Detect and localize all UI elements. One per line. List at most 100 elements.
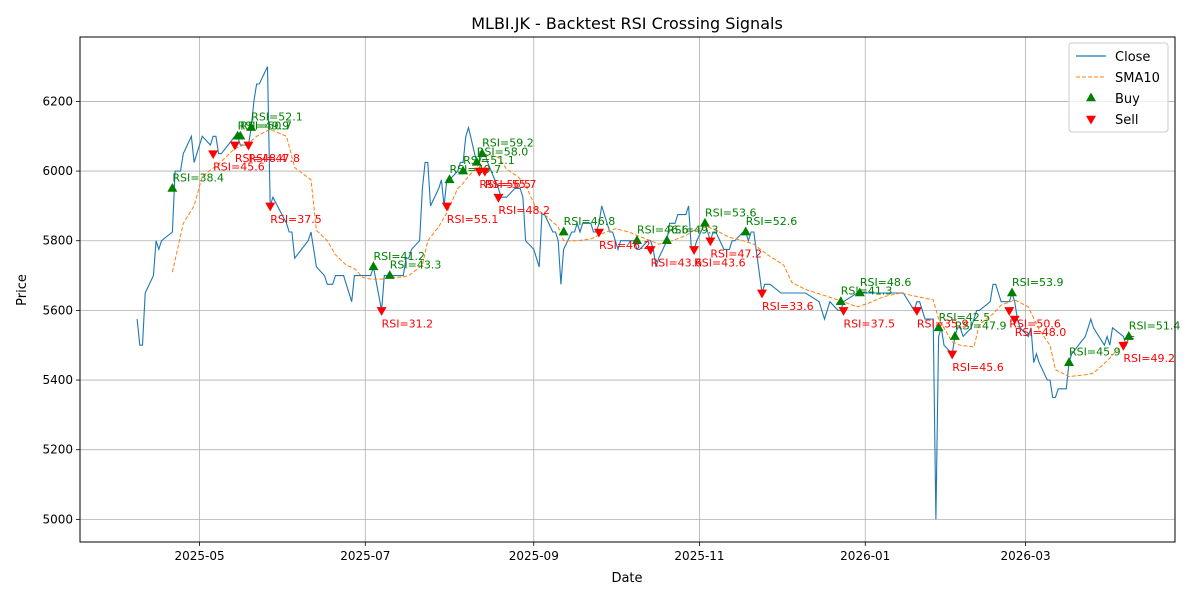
sell-marker (911, 307, 922, 316)
sell-marker (493, 193, 504, 203)
buy-label: RSI=58.0 (477, 145, 529, 158)
buy-label: RSI=53.6 (705, 206, 757, 219)
sell-label: RSI=45.6 (952, 361, 1004, 374)
chart-title: MLBI.JK - Backtest RSI Crossing Signals (471, 14, 783, 33)
legend-swatch-buy (1086, 92, 1096, 102)
buy-label: RSI=46.8 (564, 215, 616, 228)
sell-label: RSI=33.6 (762, 300, 814, 313)
buy-marker (1123, 331, 1134, 340)
legend: Close SMA10 Buy Sell (1068, 42, 1169, 133)
sell-label: RSI=46.2 (599, 239, 651, 252)
buy-marker (1064, 357, 1075, 366)
sell-label: RSI=48.0 (1015, 326, 1067, 339)
buy-marker (558, 226, 569, 236)
plot-frame (79, 36, 1176, 543)
buy-marker (933, 322, 944, 332)
sell-marker (376, 307, 387, 316)
sell-marker (1118, 341, 1129, 351)
buy-marker (246, 122, 257, 131)
buy-marker (949, 331, 960, 340)
sell-label: RSI=49.2 (1123, 352, 1175, 365)
sell-label: RSI=43.6 (694, 256, 746, 269)
y-tick-label: 6200 (42, 94, 73, 108)
sell-marker (705, 237, 716, 247)
sell-label: RSI=43.6 (651, 256, 703, 269)
sell-marker (838, 307, 849, 316)
y-tick-label: 5800 (42, 234, 73, 248)
sell-marker (1004, 307, 1015, 316)
buy-marker (835, 296, 846, 305)
sell-marker (479, 167, 490, 177)
buy-marker (384, 270, 395, 279)
legend-label: SMA10 (1115, 71, 1160, 86)
buy-marker (235, 130, 246, 140)
sell-marker (265, 202, 276, 212)
buy-marker (444, 174, 455, 184)
x-tick-label: 2025-09 (509, 549, 559, 563)
buy-label: RSI=43.3 (390, 259, 442, 272)
sell-label: RSI=31.2 (382, 317, 434, 330)
buy-label: RSI=52.1 (251, 111, 303, 124)
sell-marker (1009, 315, 1020, 325)
buy-label: RSI=51.4 (1129, 320, 1181, 333)
buy-marker (699, 217, 710, 227)
buy-label: RSI=41.2 (373, 250, 425, 263)
buy-label: RSI=49.3 (667, 224, 719, 237)
sell-marker (593, 228, 604, 238)
buy-marker (632, 235, 643, 245)
sell-label: RSI=56.5 (479, 178, 531, 191)
y-tick-label: 5000 (42, 512, 73, 526)
sell-label: RSI=45.6 (213, 161, 265, 174)
buy-marker (740, 226, 751, 236)
buy-label: RSI=38.4 (172, 172, 224, 185)
sell-label: RSI=47.8 (248, 152, 300, 165)
sell-label: RSI=35.9 (917, 317, 969, 330)
buy-label: RSI=46.6 (637, 224, 689, 237)
series-close (136, 66, 1135, 520)
y-tick-label: 5200 (42, 443, 73, 457)
legend-swatch-sell (1086, 115, 1096, 125)
y-tick-label: 5400 (42, 373, 73, 387)
sell-marker (229, 141, 240, 151)
buy-label: RSI=47.9 (955, 320, 1007, 333)
sell-label: RSI=50.6 (1009, 317, 1061, 330)
sell-marker (243, 141, 254, 151)
buy-marker (1006, 287, 1017, 297)
sell-label: RSI=37.5 (844, 317, 896, 330)
axis-ticks: 5000 5200 5400 5600 5800 6000 6200 2025-05 2025-… (42, 94, 1050, 563)
sell-marker (208, 150, 219, 160)
sell-label: RSI=48.4 (235, 152, 287, 165)
buy-label: RSI=52.6 (746, 215, 798, 228)
buy-marker (854, 287, 865, 297)
legend-label: Buy (1115, 92, 1140, 107)
buy-label: RSI=48.6 (860, 276, 912, 289)
x-tick-label: 2025-07 (340, 549, 390, 563)
x-axis-label: Date (611, 571, 642, 586)
x-tick-label: 2026-03 (1000, 549, 1050, 563)
buy-label: RSI=59.2 (482, 137, 534, 150)
series-sma10 (171, 128, 1135, 378)
x-tick-label: 2025-05 (174, 549, 224, 563)
y-tick-label: 5600 (42, 303, 73, 317)
sell-marker (689, 246, 700, 255)
sell-label: RSI=55.7 (485, 178, 537, 191)
buy-marker (368, 261, 379, 271)
y-tick-label: 6000 (42, 164, 73, 178)
signal-markers: RSI=38.4RSI=49.9RSI=50.7RSI=52.1RSI=41.2… (167, 111, 1180, 374)
legend-box (1068, 42, 1169, 133)
sell-label: RSI=37.5 (270, 213, 322, 226)
legend-label: Sell (1115, 113, 1138, 128)
buy-label: RSI=41.3 (841, 285, 893, 298)
sell-label: RSI=55.1 (447, 213, 499, 226)
buy-label: RSI=42.5 (939, 311, 991, 324)
sell-label: RSI=48.2 (498, 204, 550, 217)
x-tick-label: 2026-01 (840, 549, 890, 563)
plot-series (136, 66, 1135, 520)
buy-marker (477, 148, 488, 157)
x-tick-label: 2025-11 (674, 549, 724, 563)
buy-marker (458, 165, 469, 175)
sell-marker (756, 289, 767, 299)
buy-label: RSI=53.9 (1012, 276, 1064, 289)
